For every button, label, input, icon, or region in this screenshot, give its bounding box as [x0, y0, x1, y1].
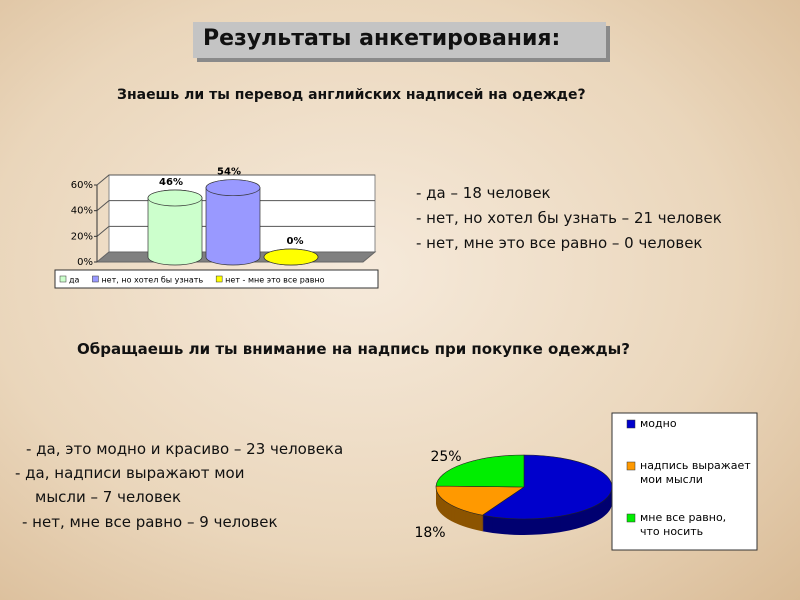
value-label: 0% [287, 236, 304, 247]
legend-swatch [59, 275, 67, 283]
legend-swatch [215, 275, 223, 283]
value-label: 46% [159, 177, 183, 188]
answer: - да – 18 человек [416, 184, 551, 202]
legend-box [611, 412, 758, 551]
legend-label: нет - мне это все равно [225, 276, 325, 285]
slide-title: Результаты анкетирования: [203, 26, 561, 51]
grid-line [96, 200, 375, 212]
value-label: 54% [217, 167, 241, 178]
answer: - нет, мне это все равно – 0 человек [416, 234, 703, 252]
legend-swatch [626, 461, 636, 471]
grid-line [96, 174, 375, 186]
bar-top [147, 189, 203, 207]
legend-swatch [626, 513, 636, 523]
legend-swatch [92, 275, 99, 283]
answer: - да, надписи выражают мои [15, 464, 245, 482]
legend-label: модно [640, 417, 677, 430]
answer: - нет, мне все равно – 9 человек [22, 513, 278, 531]
pie-slice [435, 485, 525, 516]
y-tick-label: 0% [77, 257, 93, 268]
pie-slice [435, 454, 525, 488]
bar-top [263, 248, 319, 266]
legend-label: да [69, 276, 80, 285]
pie-slice [481, 454, 613, 520]
answer: - да, это модно и красиво – 23 человека [26, 440, 344, 458]
y-tick-label: 20% [71, 231, 93, 242]
legend-label: надпись выражает мои мысли [640, 459, 751, 486]
question: Знаешь ли ты перевод английских надписей… [117, 87, 586, 103]
legend-label: нет, но хотел бы узнать [101, 276, 203, 285]
bar-top [205, 179, 261, 197]
legend-swatch [626, 419, 636, 429]
grid-line [96, 225, 375, 237]
title-box [193, 22, 606, 58]
value-label: 18% [414, 525, 445, 541]
answer: - нет, но хотел бы узнать – 21 человек [416, 209, 722, 227]
y-tick-label: 40% [71, 206, 93, 217]
value-label: 25% [430, 449, 461, 465]
question: Обращаешь ли ты внимание на надпись при … [77, 340, 630, 358]
y-tick-label: 60% [71, 180, 93, 191]
answer: мысли – 7 человек [35, 488, 182, 506]
legend-label: мне все равно, что носить [640, 511, 726, 538]
